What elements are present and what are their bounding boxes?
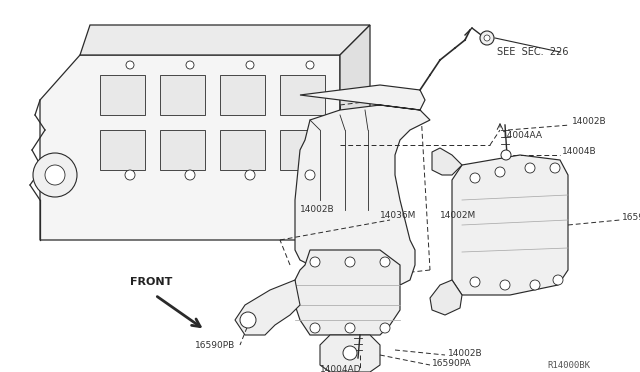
Circle shape bbox=[501, 150, 511, 160]
Text: 14002B: 14002B bbox=[572, 118, 607, 126]
Polygon shape bbox=[320, 335, 380, 372]
Circle shape bbox=[530, 280, 540, 290]
Polygon shape bbox=[432, 148, 462, 175]
Circle shape bbox=[345, 257, 355, 267]
Polygon shape bbox=[295, 250, 400, 335]
Circle shape bbox=[470, 173, 480, 183]
Text: 14002M: 14002M bbox=[440, 211, 476, 219]
Circle shape bbox=[480, 31, 494, 45]
Polygon shape bbox=[40, 55, 340, 240]
Circle shape bbox=[343, 346, 357, 360]
Text: 14004AA: 14004AA bbox=[502, 131, 543, 140]
Circle shape bbox=[246, 61, 254, 69]
Circle shape bbox=[495, 167, 505, 177]
Text: SEE  SEC.  226: SEE SEC. 226 bbox=[497, 47, 568, 57]
Circle shape bbox=[305, 170, 315, 180]
Polygon shape bbox=[220, 130, 265, 170]
Circle shape bbox=[245, 170, 255, 180]
Text: R14000BK: R14000BK bbox=[547, 360, 590, 369]
Polygon shape bbox=[80, 25, 370, 55]
Text: 16590PA: 16590PA bbox=[432, 359, 472, 368]
Polygon shape bbox=[160, 130, 205, 170]
Circle shape bbox=[240, 312, 256, 328]
Circle shape bbox=[185, 170, 195, 180]
Polygon shape bbox=[160, 75, 205, 115]
Text: 16590PB: 16590PB bbox=[195, 340, 236, 350]
Circle shape bbox=[380, 257, 390, 267]
Circle shape bbox=[345, 323, 355, 333]
Text: 14004AD: 14004AD bbox=[320, 366, 362, 372]
Polygon shape bbox=[280, 75, 325, 115]
Circle shape bbox=[45, 165, 65, 185]
Polygon shape bbox=[430, 280, 462, 315]
Circle shape bbox=[500, 280, 510, 290]
Polygon shape bbox=[220, 75, 265, 115]
Circle shape bbox=[33, 153, 77, 197]
Circle shape bbox=[550, 163, 560, 173]
Text: 14004B: 14004B bbox=[562, 148, 596, 157]
Polygon shape bbox=[280, 130, 325, 170]
Polygon shape bbox=[235, 280, 300, 335]
Polygon shape bbox=[100, 130, 145, 170]
Polygon shape bbox=[452, 155, 568, 295]
Circle shape bbox=[553, 275, 563, 285]
Circle shape bbox=[380, 323, 390, 333]
Text: FRONT: FRONT bbox=[130, 277, 172, 287]
Circle shape bbox=[470, 277, 480, 287]
Circle shape bbox=[186, 61, 194, 69]
Circle shape bbox=[525, 163, 535, 173]
Text: 14036M: 14036M bbox=[380, 211, 417, 219]
Text: 14002B: 14002B bbox=[300, 205, 335, 215]
Circle shape bbox=[484, 35, 490, 41]
Circle shape bbox=[125, 170, 135, 180]
Polygon shape bbox=[100, 75, 145, 115]
Circle shape bbox=[310, 323, 320, 333]
Text: 16590P: 16590P bbox=[622, 214, 640, 222]
Circle shape bbox=[126, 61, 134, 69]
Circle shape bbox=[306, 61, 314, 69]
Polygon shape bbox=[295, 85, 430, 285]
Circle shape bbox=[310, 257, 320, 267]
Polygon shape bbox=[340, 25, 370, 220]
Text: 14002B: 14002B bbox=[448, 350, 483, 359]
